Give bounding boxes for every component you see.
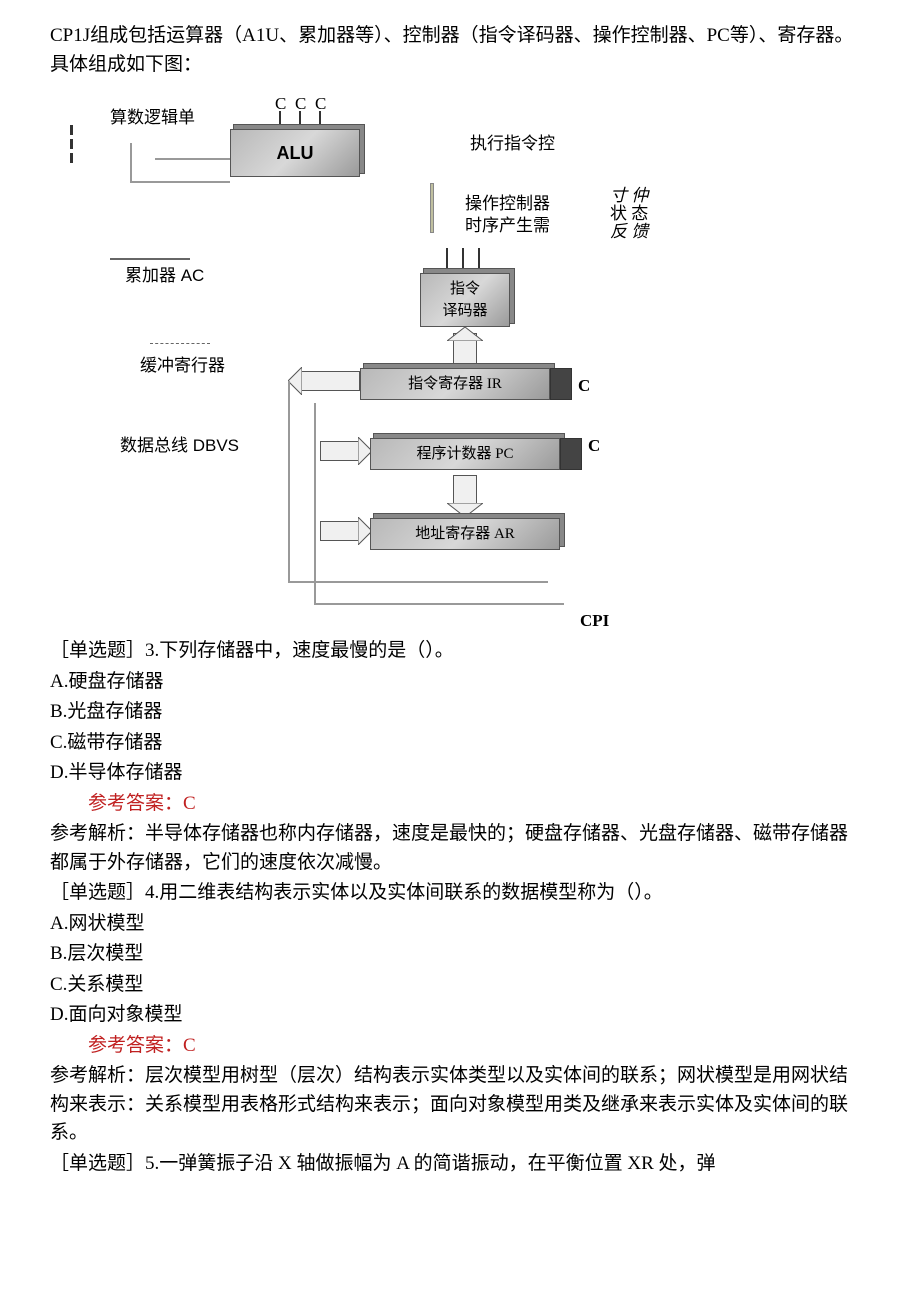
ir-box: 指令寄存器 IR <box>360 368 550 400</box>
ir-c-label: C <box>578 373 590 399</box>
buffer-label: 缓冲寄行器 <box>140 353 225 379</box>
intro-paragraph: CP1J组成包括运算器（A1U、累加器等）、控制器（指令译码器、操作控制器、PC… <box>50 22 860 79</box>
q4-option-b: B.层次模型 <box>50 940 860 969</box>
alu-title-label: 算数逻辑单 <box>110 105 195 131</box>
q3-stem: ［单选题］3.下列存储器中，速度最慢的是（）。 <box>50 637 860 666</box>
ar-box: 地址寄存器 AR <box>370 518 560 550</box>
q3-answer-line: 参考答案：C <box>50 790 860 819</box>
alu-box: ALU <box>230 129 360 177</box>
q4-option-c: C.关系模型 <box>50 971 860 1000</box>
cpi-label: CPI <box>580 608 609 634</box>
timing-label: 时序产生需 <box>465 213 550 239</box>
cpu-diagram: 算数逻辑单 C C C ALU 执行指令控 操作控制器 时序产生需 寸 仲 状 … <box>70 83 690 633</box>
dbus-label: 数据总线 DBVS <box>120 433 239 459</box>
q4-explanation: 参考解析：层次模型用树型（层次）结构表示实体类型以及实体间的联系；网状模型是用网… <box>50 1062 860 1148</box>
q3-option-c: C.磁带存储器 <box>50 729 860 758</box>
decoder-line2: 译码器 <box>442 300 487 323</box>
acc-label: 累加器 AC <box>125 263 204 289</box>
q3-option-d: D.半导体存储器 <box>50 759 860 788</box>
q3-answer-value: C <box>183 793 196 814</box>
q4-answer-line: 参考答案：C <box>50 1032 860 1061</box>
q3-option-b: B.光盘存储器 <box>50 698 860 727</box>
q3-answer-label: 参考答案： <box>88 793 183 814</box>
exec-label: 执行指令控 <box>470 131 555 157</box>
q4-option-a: A.网状模型 <box>50 910 860 939</box>
pc-c-label: C <box>588 433 600 459</box>
q3-option-a: A.硬盘存储器 <box>50 668 860 697</box>
q5-stem: ［单选题］5.一弹簧振子沿 X 轴做振幅为 A 的简谐振动，在平衡位置 XR 处… <box>50 1150 860 1179</box>
q4-answer-label: 参考答案： <box>88 1035 183 1056</box>
q4-answer-value: C <box>183 1035 196 1056</box>
q4-stem: ［单选题］4.用二维表结构表示实体以及实体间联系的数据模型称为（）。 <box>50 879 860 908</box>
pc-box: 程序计数器 PC <box>370 438 560 470</box>
q3-explanation: 参考解析：半导体存储器也称内存储器，速度是最快的；硬盘存储器、光盘存储器、磁带存… <box>50 820 860 877</box>
q4-option-d: D.面向对象模型 <box>50 1001 860 1030</box>
decoder-box: 指令 译码器 <box>420 273 510 327</box>
decoder-line1: 指令 <box>450 278 480 301</box>
feedback-label: 反 馈 <box>610 219 648 245</box>
